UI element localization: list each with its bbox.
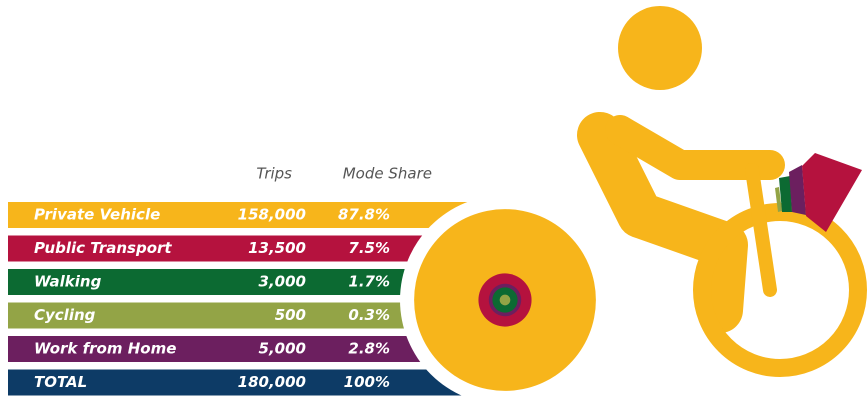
share-value: 0.3% [348, 306, 390, 324]
cyclist-head [618, 6, 702, 90]
row-band [8, 336, 468, 362]
trips-value: 500 [275, 306, 306, 324]
row-band [8, 369, 468, 396]
share-value: 2.8% [348, 340, 390, 358]
cyclist-body [577, 112, 748, 333]
trips-value: 3,000 [259, 273, 306, 291]
mode-label: Cycling [34, 306, 96, 324]
wedge [802, 153, 862, 232]
share-value: 1.7% [348, 273, 390, 291]
trips-value: 158,000 [238, 206, 306, 224]
wedge [779, 176, 792, 212]
trips-value: 13,500 [248, 239, 306, 257]
mode-label: Private Vehicle [34, 206, 160, 224]
cyclist [577, 6, 867, 377]
wedge [789, 165, 806, 215]
mode-label: Public Transport [34, 239, 172, 257]
trips-value: 5,000 [259, 340, 306, 358]
share-circle [499, 294, 511, 306]
column-header: Trips [256, 165, 292, 183]
row-band [8, 235, 468, 262]
wedge [775, 187, 782, 212]
mode-label: Work from Home [34, 340, 176, 358]
row-band [8, 302, 468, 329]
fork [745, 163, 777, 297]
mode-label: TOTAL [34, 373, 87, 391]
share-value: 87.8% [338, 206, 390, 224]
mode-label: Walking [34, 273, 102, 291]
share-value: 7.5% [348, 239, 390, 257]
row-band [8, 269, 468, 295]
cyclist-arm [605, 115, 785, 180]
trips-value: 180,000 [238, 373, 306, 391]
row-band [8, 202, 468, 228]
column-header: Mode Share [343, 165, 432, 183]
share-value: 100% [344, 373, 390, 391]
rear-wheel [693, 203, 867, 377]
